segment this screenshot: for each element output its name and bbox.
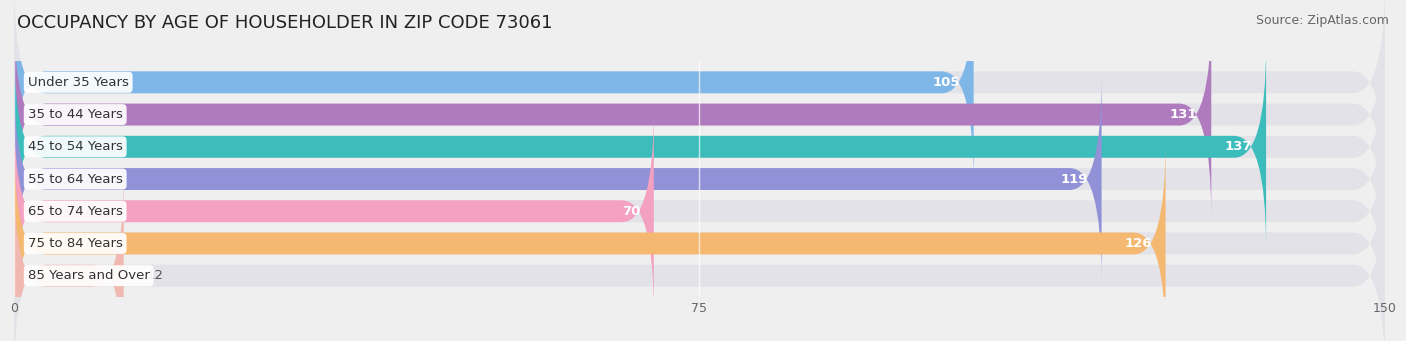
Text: 75 to 84 Years: 75 to 84 Years <box>28 237 122 250</box>
Text: 119: 119 <box>1060 173 1088 186</box>
FancyBboxPatch shape <box>14 45 1267 249</box>
Text: 105: 105 <box>932 76 960 89</box>
FancyBboxPatch shape <box>14 77 1385 281</box>
FancyBboxPatch shape <box>14 13 1212 217</box>
FancyBboxPatch shape <box>14 0 974 184</box>
FancyBboxPatch shape <box>14 0 1385 184</box>
FancyBboxPatch shape <box>14 142 1385 341</box>
Text: 70: 70 <box>621 205 640 218</box>
Text: 12: 12 <box>146 269 163 282</box>
FancyBboxPatch shape <box>14 174 1385 341</box>
Text: 131: 131 <box>1170 108 1198 121</box>
FancyBboxPatch shape <box>14 142 1166 341</box>
FancyBboxPatch shape <box>14 109 1385 313</box>
Text: 85 Years and Over: 85 Years and Over <box>28 269 149 282</box>
FancyBboxPatch shape <box>14 109 654 313</box>
Text: 35 to 44 Years: 35 to 44 Years <box>28 108 122 121</box>
Text: 55 to 64 Years: 55 to 64 Years <box>28 173 122 186</box>
FancyBboxPatch shape <box>14 77 1102 281</box>
Text: 45 to 54 Years: 45 to 54 Years <box>28 140 122 153</box>
Text: 126: 126 <box>1125 237 1152 250</box>
Text: Under 35 Years: Under 35 Years <box>28 76 128 89</box>
FancyBboxPatch shape <box>14 13 1385 217</box>
FancyBboxPatch shape <box>14 174 124 341</box>
Text: Source: ZipAtlas.com: Source: ZipAtlas.com <box>1256 14 1389 27</box>
Text: 137: 137 <box>1225 140 1253 153</box>
Text: 65 to 74 Years: 65 to 74 Years <box>28 205 122 218</box>
Text: OCCUPANCY BY AGE OF HOUSEHOLDER IN ZIP CODE 73061: OCCUPANCY BY AGE OF HOUSEHOLDER IN ZIP C… <box>17 14 553 32</box>
FancyBboxPatch shape <box>14 45 1385 249</box>
